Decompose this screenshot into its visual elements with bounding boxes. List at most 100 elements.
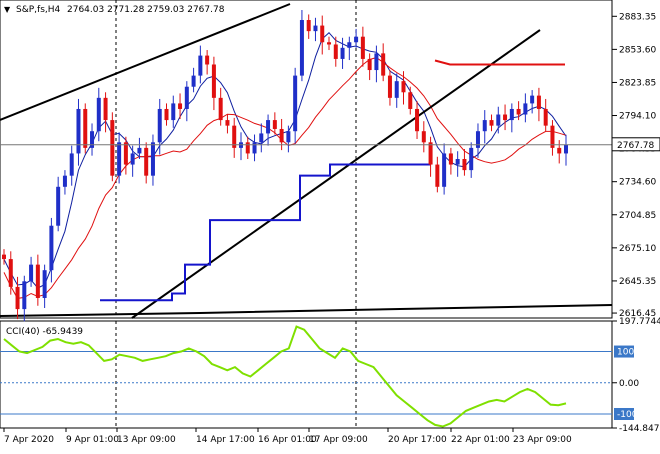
price-tick-label: 2883.35 [619,12,656,22]
candle-body [90,131,95,148]
candle-body [421,131,426,143]
candle-body [320,25,325,43]
candle-body [299,20,304,76]
candle-body [327,42,332,45]
candle-body [516,108,521,115]
cci-title: CCI(40) -65.9439 [6,327,83,337]
candle-body [313,25,318,32]
candle-body [374,53,379,71]
candle-body [103,97,108,121]
time-tick-label: 7 Apr 2020 [4,435,54,445]
candle-body [333,44,338,59]
candle-body [49,225,54,271]
candle-body [564,144,568,154]
cci-tick-label: 0.00 [619,379,639,389]
candle-body [543,108,548,126]
candle-body [191,75,196,87]
candle-body [150,142,155,176]
candle-body [530,95,535,104]
candle-body [110,120,115,176]
candle-body [401,81,406,93]
candle-body [15,286,20,310]
base-trendline [0,304,613,317]
candle-body [42,270,47,298]
candle-body [22,281,27,310]
candle-body [8,259,13,287]
time-tick-label: 9 Apr 01:00 [66,435,119,445]
collapse-arrow-icon[interactable]: ▼ [4,5,11,14]
candle-body [557,147,562,154]
price-tick-label: 2734.60 [619,178,656,188]
candle-body [29,264,34,282]
candle-body [415,108,420,132]
candle-body [347,42,352,48]
candle-body [489,120,494,126]
candle-body [225,120,230,126]
current-price-box [611,137,660,152]
time-tick-label: 16 Apr 01:00 [258,435,317,445]
current-price-label: 2767.78 [617,141,654,151]
price-axis: 2883.352853.602823.852794.102764.352734.… [612,12,656,319]
cci-line [3,325,567,428]
price-tick-label: 2794.10 [619,112,656,122]
candle-body [442,153,447,187]
candle-body [178,103,183,109]
candle-body [117,142,122,176]
cci-tick-label: 100 [617,348,634,358]
candle-body [387,75,392,98]
candle-body [96,97,101,132]
candle-body [469,147,474,171]
candle-body [218,97,223,121]
candle-body [455,159,460,165]
candle-body [428,142,433,165]
candlestick-series [2,10,568,322]
candle-body [137,147,142,154]
candle-body [306,20,311,32]
candle-body [56,186,61,226]
time-tick-label: 23 Apr 09:00 [513,435,572,445]
cci-series [3,325,567,428]
candle-body [198,55,203,76]
cci-tick-label: 197.7744 [619,317,660,327]
cci-tick-label: -144.8475 [619,424,660,434]
candle-body [448,153,453,165]
time-tick-label: 22 Apr 01:00 [451,435,510,445]
candle-body [259,133,264,143]
resistance-line [434,59,565,66]
candle-body [293,75,298,132]
candle-body [35,264,40,298]
drawn-lines [0,3,613,319]
candle-body [164,108,169,121]
candle-body [184,86,189,109]
step-indicator-line [100,162,431,302]
vertical-grid [115,0,357,428]
price-tick-label: 2853.60 [619,45,656,55]
candle-body [76,108,81,154]
candle-body [354,36,359,43]
candle-body [123,142,128,165]
candle-body [509,108,514,121]
candle-body [83,108,88,148]
symbol-label: S&P,fs,H4 [16,5,61,15]
time-tick-label: 17 Apr 09:00 [309,435,368,445]
upper-trendline [0,3,291,121]
candle-body [503,114,508,121]
price-tick-label: 2675.10 [619,244,656,254]
candle-body [171,103,176,121]
candle-body [245,142,250,154]
price-tick-label: 2823.85 [619,78,656,88]
candle-body [381,53,386,76]
candle-body [367,58,372,71]
candle-body [69,153,74,176]
candle-body [205,55,210,65]
candle-body [144,147,149,176]
candle-body [482,120,487,132]
cci-tick-label: -100 [617,410,638,420]
cci-level-lines [0,351,612,415]
time-tick-label: 20 Apr 17:00 [388,435,447,445]
candle-body [360,36,365,59]
candle-body [550,125,555,148]
rising-trendline [131,29,541,319]
